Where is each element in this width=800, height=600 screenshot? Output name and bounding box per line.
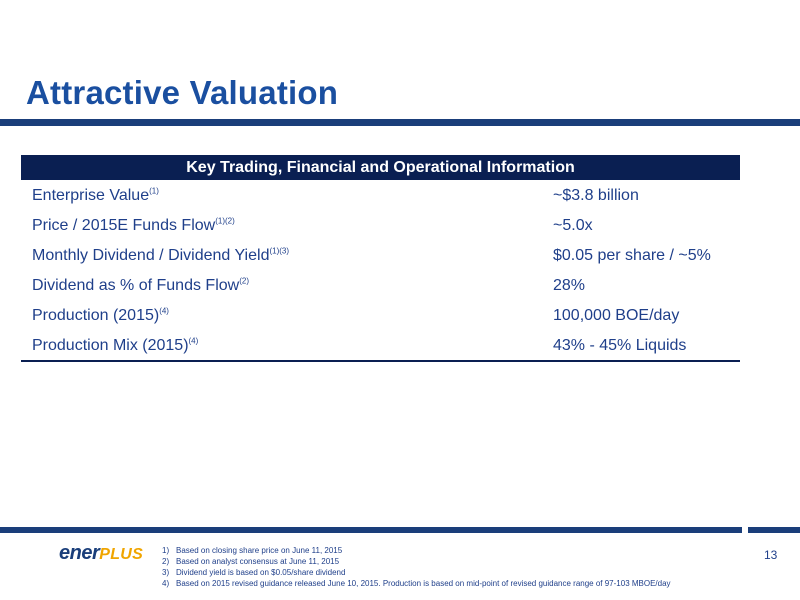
title-divider: [0, 119, 800, 126]
footnote: 3) Dividend yield is based on $0.05/share…: [162, 568, 346, 577]
table-row: Price / 2015E Funds Flow(1)(2) ~5.0x: [21, 210, 740, 240]
footer-divider-end: [748, 527, 800, 533]
table-header: Key Trading, Financial and Operational I…: [21, 155, 740, 180]
table-row: Enterprise Value(1) ~$3.8 billion: [21, 180, 740, 210]
key-info-table: Key Trading, Financial and Operational I…: [21, 155, 740, 362]
row-value: ~5.0x: [553, 217, 593, 234]
row-value: 43% - 45% Liquids: [553, 337, 687, 354]
row-label: Production Mix (2015)(4): [32, 336, 199, 354]
table-row: Production Mix (2015)(4) 43% - 45% Liqui…: [21, 330, 740, 360]
row-value: $0.05 per share / ~5%: [553, 247, 711, 264]
footnote: 2) Based on analyst consensus at June 11,…: [162, 557, 340, 566]
footnote: 1) Based on closing share price on June 1…: [162, 546, 343, 555]
row-value: 100,000 BOE/day: [553, 307, 680, 324]
footer-divider: [0, 527, 742, 533]
slide-title: Attractive Valuation: [26, 74, 339, 111]
row-value: ~$3.8 billion: [553, 187, 639, 204]
row-label: Enterprise Value(1): [32, 186, 159, 204]
enerplus-logo: enerPLUS: [59, 542, 144, 564]
row-label: Dividend as % of Funds Flow(2): [32, 276, 249, 294]
footnotes: 1) Based on closing share price on June 1…: [162, 545, 671, 589]
row-label: Production (2015)(4): [32, 306, 169, 324]
row-label: Monthly Dividend / Dividend Yield(1)(3): [32, 246, 290, 264]
row-label: Price / 2015E Funds Flow(1)(2): [32, 216, 235, 234]
page-number: 13: [764, 548, 778, 562]
table-row: Production (2015)(4) 100,000 BOE/day: [21, 300, 740, 330]
table-row: Dividend as % of Funds Flow(2) 28%: [21, 270, 740, 300]
table-row: Monthly Dividend / Dividend Yield(1)(3) …: [21, 240, 740, 270]
row-value: 28%: [553, 277, 586, 294]
table-bottom-rule: [21, 360, 740, 362]
footnote: 4) Based on 2015 revised guidance release…: [162, 579, 671, 588]
